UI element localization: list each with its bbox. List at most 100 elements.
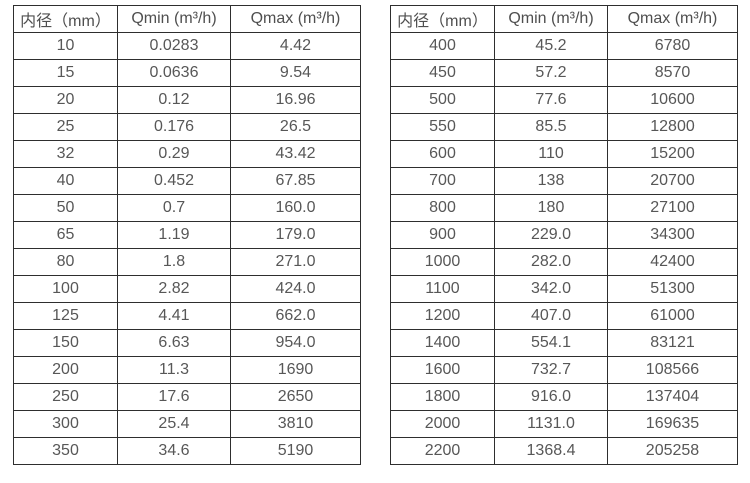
table-row: 40 0.452 67.85 xyxy=(13,167,361,195)
qmin-cell: 180 xyxy=(494,194,608,222)
qmin-cell: 916.0 xyxy=(494,383,608,411)
diameter-cell: 80 xyxy=(13,248,118,276)
table-row: 300 25.4 3810 xyxy=(13,410,361,438)
diameter-cell: 700 xyxy=(390,167,495,195)
table-row: 20 0.12 16.96 xyxy=(13,86,361,114)
table-row: 2000 1131.0 169635 xyxy=(390,410,738,438)
qmin-cell: 110 xyxy=(494,140,608,168)
diameter-cell: 1800 xyxy=(390,383,495,411)
qmax-cell: 662.0 xyxy=(230,302,361,330)
table-row: 25 0.176 26.5 xyxy=(13,113,361,141)
qmax-cell: 6780 xyxy=(607,32,738,60)
qmin-cell: 85.5 xyxy=(494,113,608,141)
qmax-cell: 42400 xyxy=(607,248,738,276)
qmin-cell: 77.6 xyxy=(494,86,608,114)
diameter-cell: 300 xyxy=(13,410,118,438)
qmax-header: Qmax (m³/h) xyxy=(607,5,738,33)
table-row: 550 85.5 12800 xyxy=(390,113,738,141)
qmax-header: Qmax (m³/h) xyxy=(230,5,361,33)
qmax-cell: 424.0 xyxy=(230,275,361,303)
qmin-cell: 342.0 xyxy=(494,275,608,303)
qmax-cell: 8570 xyxy=(607,59,738,87)
diameter-cell: 450 xyxy=(390,59,495,87)
table-body: 400 45.2 6780 450 57.2 8570 500 77.6 10600 550 85.… xyxy=(390,32,738,465)
qmax-cell: 83121 xyxy=(607,329,738,357)
qmin-cell: 1.19 xyxy=(117,221,231,249)
diameter-cell: 1200 xyxy=(390,302,495,330)
table-header-row: 内径（mm） Qmin (m³/h) Qmax (m³/h) xyxy=(390,5,738,33)
diameter-cell: 350 xyxy=(13,437,118,465)
table-row: 1200 407.0 61000 xyxy=(390,302,738,330)
qmin-cell: 0.7 xyxy=(117,194,231,222)
table-row: 10 0.0283 4.42 xyxy=(13,32,361,60)
qmax-cell: 169635 xyxy=(607,410,738,438)
table-row: 100 2.82 424.0 xyxy=(13,275,361,303)
qmin-cell: 0.12 xyxy=(117,86,231,114)
qmin-cell: 1368.4 xyxy=(494,437,608,465)
table-row: 2200 1368.4 205258 xyxy=(390,437,738,465)
diameter-cell: 1400 xyxy=(390,329,495,357)
qmax-cell: 15200 xyxy=(607,140,738,168)
diameter-cell: 550 xyxy=(390,113,495,141)
table-header-row: 内径（mm） Qmin (m³/h) Qmax (m³/h) xyxy=(13,5,361,33)
qmin-cell: 17.6 xyxy=(117,383,231,411)
qmin-cell: 0.29 xyxy=(117,140,231,168)
diameter-cell: 900 xyxy=(390,221,495,249)
qmin-cell: 229.0 xyxy=(494,221,608,249)
table-row: 250 17.6 2650 xyxy=(13,383,361,411)
table-row: 450 57.2 8570 xyxy=(390,59,738,87)
qmax-cell: 16.96 xyxy=(230,86,361,114)
qmin-cell: 57.2 xyxy=(494,59,608,87)
table-row: 700 138 20700 xyxy=(390,167,738,195)
qmin-header: Qmin (m³/h) xyxy=(117,5,231,33)
qmin-cell: 407.0 xyxy=(494,302,608,330)
table-row: 600 110 15200 xyxy=(390,140,738,168)
qmin-cell: 732.7 xyxy=(494,356,608,384)
qmin-cell: 0.0283 xyxy=(117,32,231,60)
header-row: 内径（mm） Qmin (m³/h) Qmax (m³/h) xyxy=(390,5,738,33)
qmax-cell: 179.0 xyxy=(230,221,361,249)
diameter-cell: 250 xyxy=(13,383,118,411)
table-row: 150 6.63 954.0 xyxy=(13,329,361,357)
qmin-cell: 0.452 xyxy=(117,167,231,195)
table-row: 350 34.6 5190 xyxy=(13,437,361,465)
diameter-cell: 32 xyxy=(13,140,118,168)
qmin-cell: 6.63 xyxy=(117,329,231,357)
qmin-cell: 0.0636 xyxy=(117,59,231,87)
diameter-cell: 150 xyxy=(13,329,118,357)
table-row: 500 77.6 10600 xyxy=(390,86,738,114)
qmin-cell: 554.1 xyxy=(494,329,608,357)
qmax-cell: 26.5 xyxy=(230,113,361,141)
table-row: 1800 916.0 137404 xyxy=(390,383,738,411)
qmax-cell: 67.85 xyxy=(230,167,361,195)
qmax-cell: 137404 xyxy=(607,383,738,411)
qmax-cell: 271.0 xyxy=(230,248,361,276)
qmax-cell: 205258 xyxy=(607,437,738,465)
qmax-cell: 34300 xyxy=(607,221,738,249)
table-row: 125 4.41 662.0 xyxy=(13,302,361,330)
qmax-cell: 51300 xyxy=(607,275,738,303)
qmax-cell: 27100 xyxy=(607,194,738,222)
qmin-header: Qmin (m³/h) xyxy=(494,5,608,33)
table-row: 1000 282.0 42400 xyxy=(390,248,738,276)
table-row: 200 11.3 1690 xyxy=(13,356,361,384)
table-row: 400 45.2 6780 xyxy=(390,32,738,60)
qmax-cell: 3810 xyxy=(230,410,361,438)
qmin-cell: 0.176 xyxy=(117,113,231,141)
flow-spec-table-small-diameters: 内径（mm） Qmin (m³/h) Qmax (m³/h) 10 0.0283 4.4… xyxy=(13,5,361,465)
qmin-cell: 45.2 xyxy=(494,32,608,60)
diameter-header: 内径（mm） xyxy=(13,5,118,33)
table-row: 1600 732.7 108566 xyxy=(390,356,738,384)
qmax-cell: 108566 xyxy=(607,356,738,384)
diameter-cell: 1000 xyxy=(390,248,495,276)
diameter-cell: 2000 xyxy=(390,410,495,438)
diameter-cell: 100 xyxy=(13,275,118,303)
table-row: 800 180 27100 xyxy=(390,194,738,222)
qmax-cell: 61000 xyxy=(607,302,738,330)
qmax-cell: 10600 xyxy=(607,86,738,114)
table-row: 80 1.8 271.0 xyxy=(13,248,361,276)
header-row: 内径（mm） Qmin (m³/h) Qmax (m³/h) xyxy=(13,5,361,33)
diameter-cell: 1100 xyxy=(390,275,495,303)
qmin-cell: 25.4 xyxy=(117,410,231,438)
